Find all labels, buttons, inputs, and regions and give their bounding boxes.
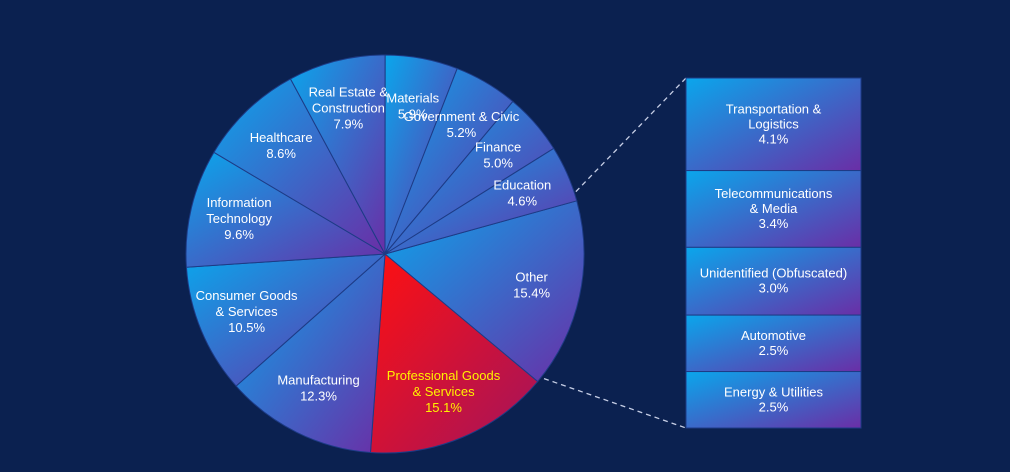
pie-labels: Other 15.4% Professional Goods & Services 15…	[196, 85, 552, 416]
breakdown-label-unidentified-obfuscated: Unidentified (Obfuscated) 3.0%	[700, 266, 847, 296]
breakdown-connector-lines	[526, 77, 687, 429]
breakdown-segment-telecommunications-and-media	[685, 170, 862, 248]
pie-slice-manufacturing	[235, 252, 386, 454]
pie-slice-real-estate-and-construction	[289, 54, 386, 255]
pie-label-finance: Finance 5.0%	[475, 140, 521, 171]
pie-label-information-technology: Information Technology 9.6%	[206, 195, 272, 242]
pie-label-materials: Materials 5.9%	[386, 91, 439, 122]
connector-line-top	[562, 77, 687, 205]
breakdown-label-energy-and-utilities: Energy & Utilities 2.5%	[724, 384, 823, 414]
pie-label-education: Education 4.6%	[493, 178, 551, 209]
breakdown-label-automotive: Automotive 2.5%	[741, 328, 806, 358]
pie-slice-education	[384, 147, 578, 255]
pie-label-government-and-civic: Government & Civic 5.2%	[404, 109, 520, 140]
pie-slice-consumer-goods-and-services	[185, 253, 387, 387]
pie-label-other: Other 15.4%	[513, 270, 550, 301]
pie	[185, 54, 585, 454]
pie-label-healthcare: Healthcare 8.6%	[250, 130, 313, 161]
breakdown-label-telecommunications-and-media: Telecommunications & Media 3.4%	[715, 186, 833, 231]
pie-slice-healthcare	[213, 78, 387, 256]
pie-label-real-estate-and-construction: Real Estate & Construction 7.9%	[309, 85, 389, 132]
pie-slice-professional-goods-and-services	[369, 252, 539, 454]
breakdown-bar: Transportation & Logistics 4.1% Telecommuni…	[685, 77, 862, 429]
pie-slice-other	[383, 200, 585, 383]
breakdown-segment-automotive	[685, 314, 862, 373]
pie-label-consumer-goods-and-services: Consumer Goods & Services 10.5%	[196, 288, 298, 335]
pie-label-manufacturing: Manufacturing 12.3%	[277, 372, 359, 403]
pie-label-professional-goods-and-services: Professional Goods & Services 15.1%	[387, 368, 501, 415]
breakdown-segment-energy-and-utilities	[685, 371, 862, 429]
connector-line-bottom	[526, 372, 687, 429]
breakdown-segment-transportation-and-logistics	[685, 77, 862, 172]
breakdown-label-transportation-and-logistics: Transportation & Logistics 4.1%	[726, 101, 822, 146]
pie-slice-information-technology	[185, 151, 387, 268]
